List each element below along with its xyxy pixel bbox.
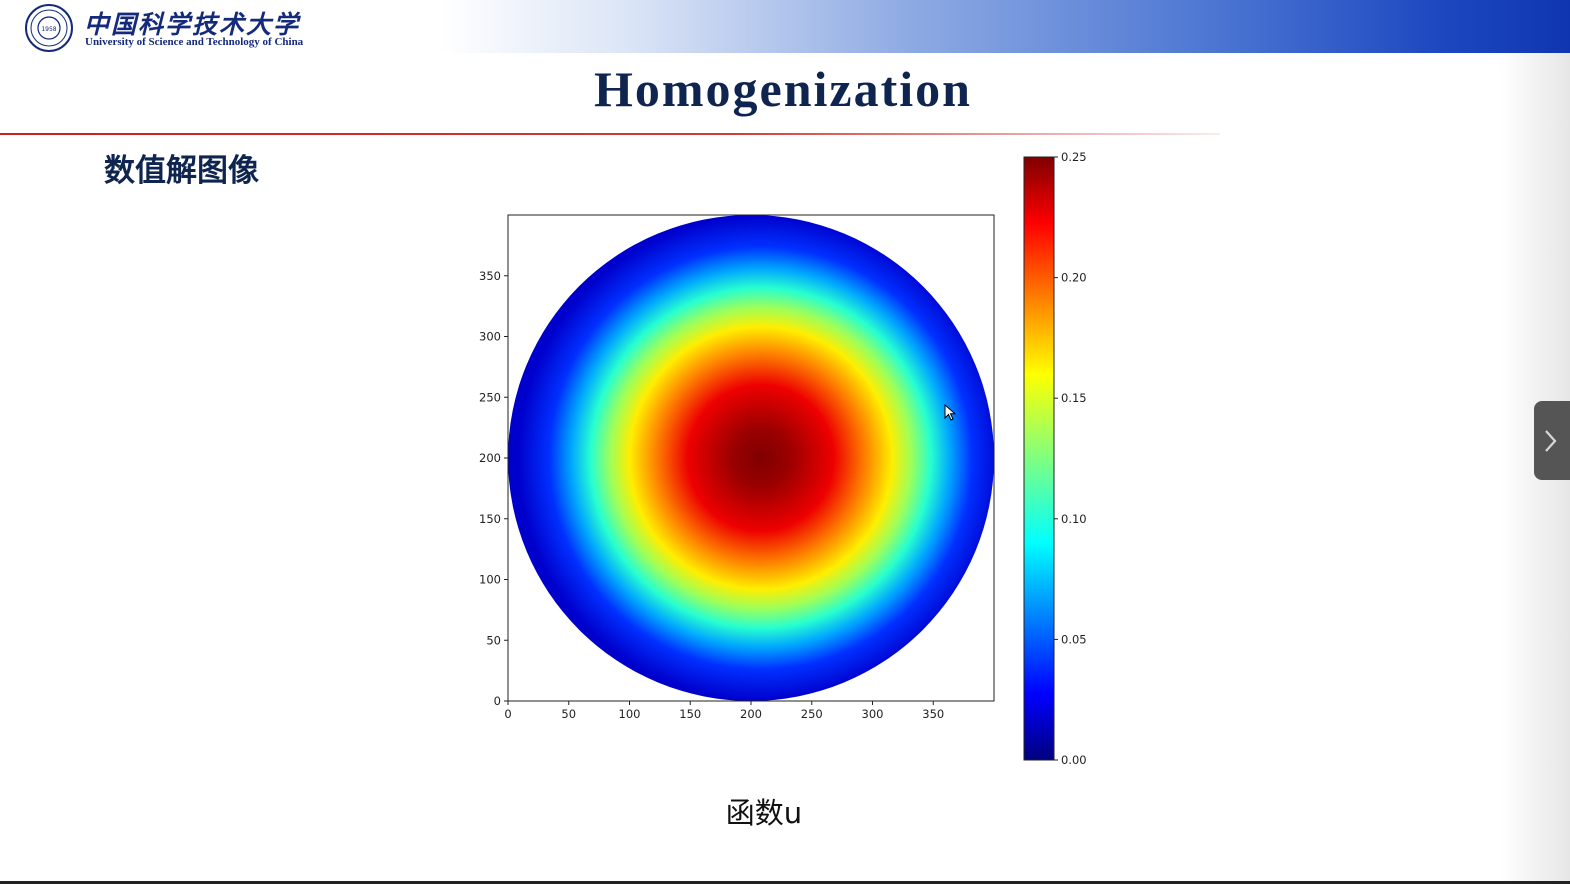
x-tick-label: 50 xyxy=(561,707,576,721)
seal-year: 1958 xyxy=(41,26,56,33)
figure-caption: 函数u xyxy=(725,796,803,830)
x-tick-label: 100 xyxy=(619,707,641,721)
y-tick-label: 350 xyxy=(479,269,501,283)
colorbar: 0.00 0.05 0.10 0.15 0.20 0.25 xyxy=(1023,150,1087,767)
x-tick-label: 0 xyxy=(504,707,511,721)
logo-english-name: University of Science and Technology of … xyxy=(85,36,304,48)
bottom-border xyxy=(0,881,1570,884)
colorbar-tick-label: 0.00 xyxy=(1061,753,1087,767)
y-tick-label: 150 xyxy=(479,512,501,526)
chevron-right-icon xyxy=(1545,430,1557,452)
colorbar-tick-label: 0.15 xyxy=(1061,391,1087,405)
colorbar-tick-label: 0.10 xyxy=(1061,512,1087,526)
university-seal-icon: 1958 xyxy=(25,4,73,52)
y-tick-label: 100 xyxy=(479,573,501,587)
x-tick-label: 150 xyxy=(679,707,701,721)
title-rule xyxy=(0,133,1220,135)
y-tick-label: 250 xyxy=(479,390,501,404)
header-band xyxy=(0,0,1570,53)
slide-title: Homogenization xyxy=(594,61,972,117)
heatmap-disk xyxy=(508,215,994,701)
colorbar-tick-label: 0.20 xyxy=(1061,271,1087,285)
colorbar-gradient xyxy=(1023,156,1055,761)
x-tick-label: 200 xyxy=(740,707,762,721)
y-tick-label: 0 xyxy=(494,694,501,708)
plot-area: 0 50 100 150 200 250 300 350 0 50 100 150 200 250 300 3… xyxy=(479,214,995,721)
y-tick-label: 200 xyxy=(479,451,501,465)
colorbar-tick-label: 0.05 xyxy=(1061,632,1087,646)
y-tick-label: 300 xyxy=(479,330,501,344)
section-heading: 数值解图像 xyxy=(104,153,259,189)
colorbar-tick-label: 0.25 xyxy=(1061,150,1087,164)
heatmap-figure: 0 50 100 150 200 250 300 350 0 50 100 150 200 250 300 3… xyxy=(479,150,1087,767)
x-tick-label: 250 xyxy=(801,707,823,721)
logo-chinese-name: 中国科学技术大学 xyxy=(84,10,301,39)
y-tick-label: 50 xyxy=(486,633,501,647)
mouse-pointer-icon xyxy=(944,404,956,421)
x-tick-label: 300 xyxy=(862,707,884,721)
university-logo: 1958 中国科学技术大学 University of Science and … xyxy=(24,4,314,52)
next-slide-button[interactable] xyxy=(1534,401,1570,480)
x-tick-label: 350 xyxy=(922,707,944,721)
